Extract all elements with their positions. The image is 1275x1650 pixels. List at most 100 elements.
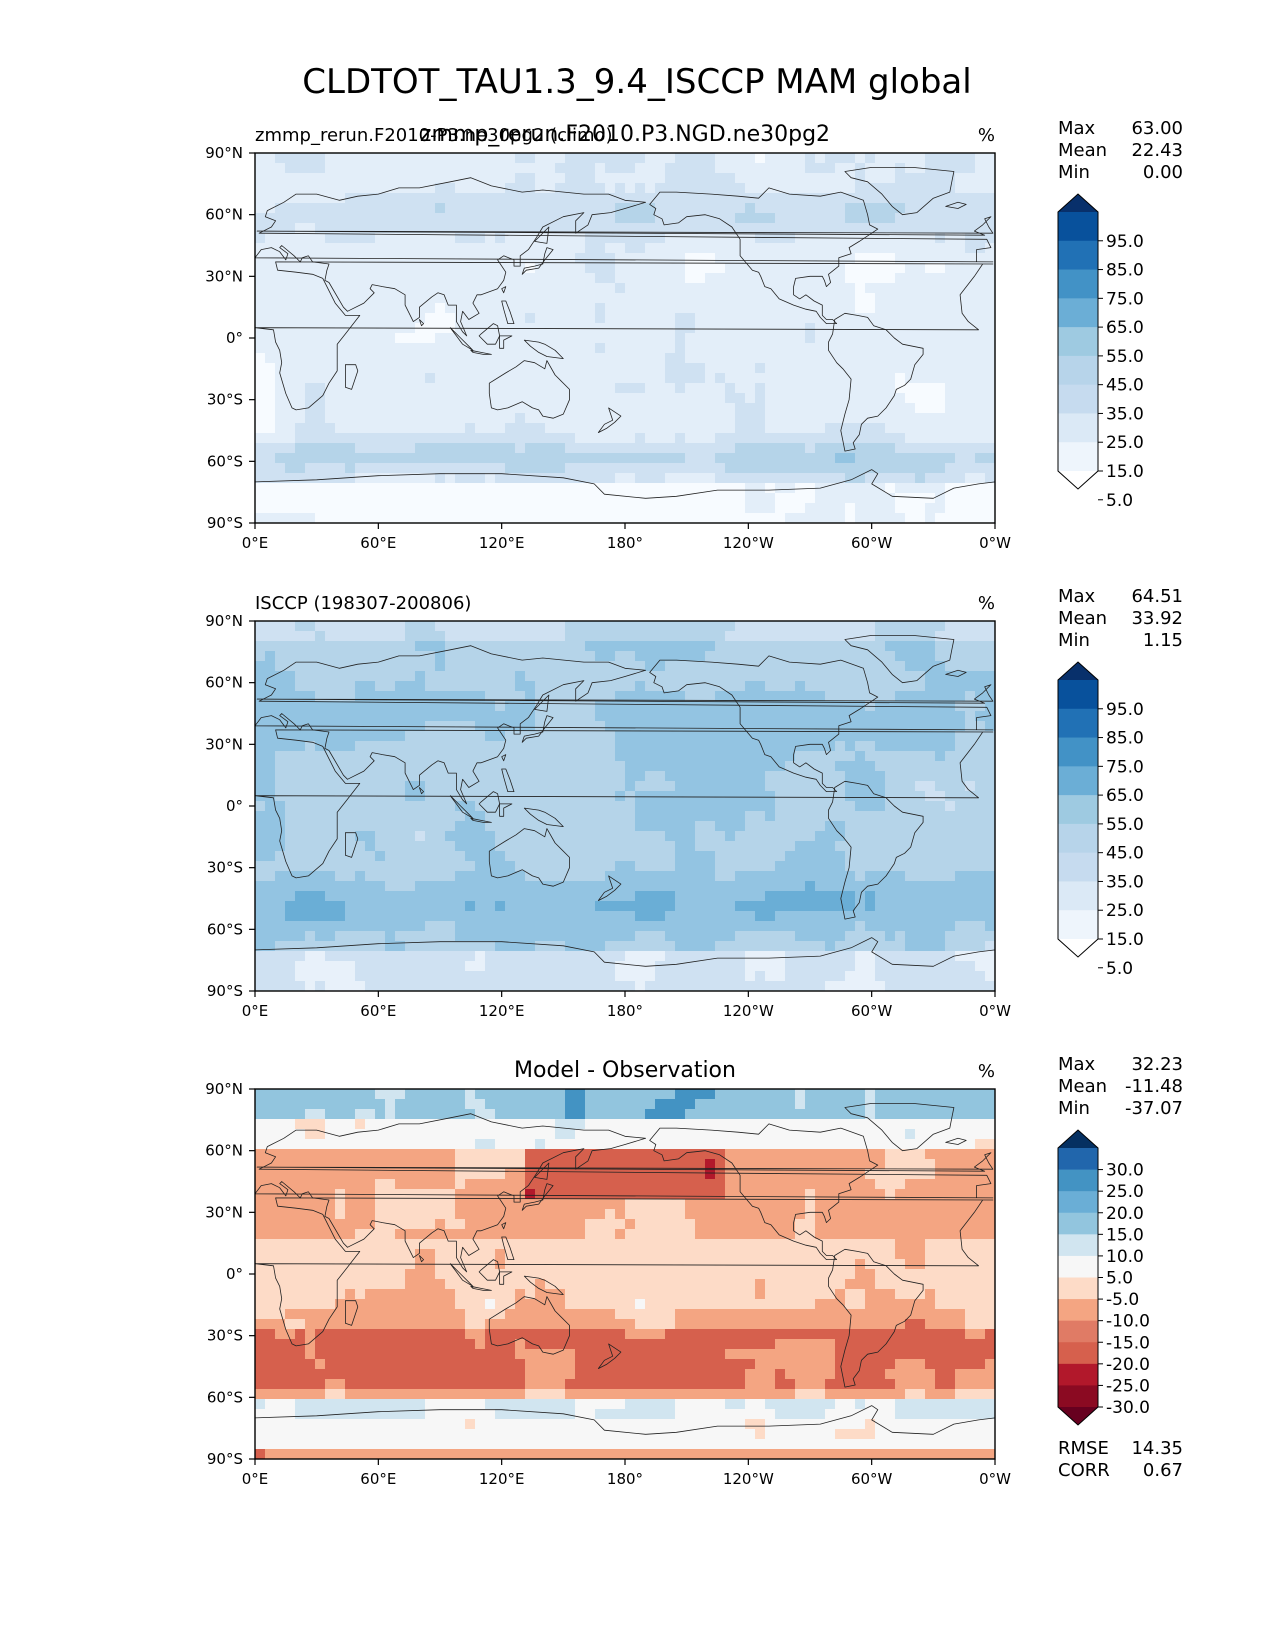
test-field-cell bbox=[865, 303, 876, 314]
reference-field-cell bbox=[545, 761, 556, 772]
reference-field-cell bbox=[345, 671, 356, 682]
test-field-cell bbox=[685, 323, 696, 334]
test-field-cell bbox=[725, 383, 736, 394]
test-field-cell bbox=[845, 323, 856, 334]
test-field-cell bbox=[875, 263, 886, 274]
reference-field-cell bbox=[675, 911, 686, 922]
test-field-cell bbox=[945, 513, 956, 523]
reference-field-cell bbox=[265, 891, 276, 902]
test-field-cell bbox=[685, 373, 696, 384]
reference-field-cell bbox=[275, 821, 286, 832]
test-field-cell bbox=[655, 263, 666, 274]
test-field-cell bbox=[855, 153, 866, 164]
test-field-cell bbox=[285, 513, 296, 523]
test-field-cell bbox=[535, 163, 546, 174]
reference-field-cell bbox=[865, 831, 876, 842]
test-field-cell bbox=[735, 303, 746, 314]
test-field-cell bbox=[965, 313, 976, 324]
test-field-cell bbox=[425, 243, 436, 254]
test-field-cell bbox=[665, 213, 676, 224]
test-field-cell bbox=[675, 413, 686, 424]
test-field-cell bbox=[985, 483, 995, 494]
test-field-cell bbox=[545, 303, 556, 314]
reference-field-cell bbox=[735, 741, 746, 752]
test-field-cell bbox=[375, 403, 386, 414]
test-field-cell bbox=[875, 273, 886, 284]
test-field-cell bbox=[795, 243, 806, 254]
test-field-cell bbox=[875, 453, 886, 464]
reference-field-cell bbox=[565, 701, 576, 712]
test-coastline bbox=[945, 201, 967, 209]
reference-field-cell bbox=[625, 841, 636, 852]
test-field-cell bbox=[715, 473, 726, 484]
reference-field-cell bbox=[385, 621, 396, 632]
test-field-cell bbox=[725, 273, 736, 284]
test-field-cell bbox=[795, 203, 806, 214]
test-field-cell bbox=[645, 483, 656, 494]
test-field-cell bbox=[875, 283, 886, 294]
test-field-cell bbox=[455, 313, 466, 324]
reference-field-cell bbox=[575, 831, 586, 842]
test-field-cell bbox=[465, 363, 476, 374]
reference-field-cell bbox=[605, 701, 616, 712]
test-field-cell bbox=[755, 243, 766, 254]
reference-field-cell bbox=[645, 741, 656, 752]
reference-field-cell bbox=[525, 661, 536, 672]
test-field-cell bbox=[585, 283, 596, 294]
test-field-cell bbox=[845, 423, 856, 434]
reference-field-cell bbox=[715, 811, 726, 822]
test-field-cell bbox=[905, 223, 916, 234]
test-field-cell bbox=[895, 273, 906, 284]
test-field-cell bbox=[475, 263, 486, 274]
reference-field-cell bbox=[525, 801, 536, 812]
test-field-cell bbox=[735, 163, 746, 174]
reference-field-cell bbox=[905, 881, 916, 892]
test-field-cell bbox=[975, 413, 986, 424]
test-field-cell bbox=[675, 443, 686, 454]
test-field-cell bbox=[445, 153, 456, 164]
test-field-cell bbox=[465, 253, 476, 264]
reference-field-cell bbox=[315, 731, 326, 742]
reference-field-cell bbox=[835, 891, 846, 902]
reference-field-cell bbox=[565, 691, 576, 702]
reference-field-cell bbox=[605, 631, 616, 642]
test-field-cell bbox=[715, 303, 726, 314]
reference-field-cell bbox=[965, 731, 976, 742]
test-field-cell bbox=[475, 393, 486, 404]
test-field-cell bbox=[885, 433, 896, 444]
test-field-cell bbox=[405, 153, 416, 164]
reference-field-cell bbox=[505, 891, 516, 902]
test-field-cell bbox=[595, 423, 606, 434]
reference-field-cell bbox=[395, 771, 406, 782]
test-field-cell bbox=[955, 163, 966, 174]
test-field-cell bbox=[705, 273, 716, 284]
test-field-cell bbox=[635, 293, 646, 304]
reference-field-cell bbox=[545, 871, 556, 882]
reference-field-cell bbox=[955, 891, 966, 902]
reference-field-cell bbox=[485, 661, 496, 672]
test-field-cell bbox=[285, 283, 296, 294]
test-field-cell bbox=[785, 313, 796, 324]
test-field-cell bbox=[255, 313, 266, 324]
test-field-cell bbox=[535, 453, 546, 464]
test-field-cell bbox=[435, 343, 446, 354]
test-field-cell bbox=[455, 363, 466, 374]
reference-field-cell bbox=[665, 901, 676, 912]
test-field-cell bbox=[545, 203, 556, 214]
reference-field-cell bbox=[485, 671, 496, 682]
test-field-cell bbox=[785, 373, 796, 384]
reference-field-cell bbox=[785, 791, 796, 802]
reference-field-cell bbox=[815, 881, 826, 892]
test-field-cell bbox=[925, 263, 936, 274]
reference-field-cell bbox=[785, 801, 796, 812]
reference-field-cell bbox=[385, 741, 396, 752]
reference-field-cell bbox=[685, 911, 696, 922]
reference-field-cell bbox=[925, 771, 936, 782]
reference-field-cell bbox=[445, 721, 456, 732]
reference-field-cell bbox=[305, 681, 316, 692]
test-field-cell bbox=[655, 303, 666, 314]
test-field-cell bbox=[335, 303, 346, 314]
reference-field-cell bbox=[925, 901, 936, 912]
reference-field-cell bbox=[705, 631, 716, 642]
test-field-cell bbox=[475, 483, 486, 494]
